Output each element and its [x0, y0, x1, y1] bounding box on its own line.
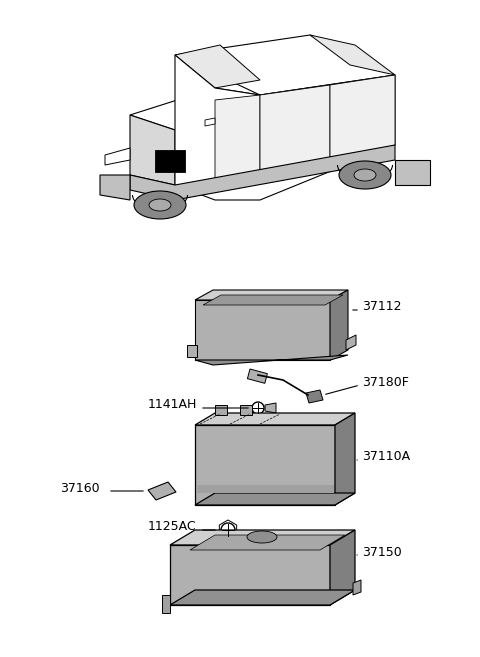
Text: 1125AC: 1125AC	[148, 520, 197, 533]
Polygon shape	[130, 145, 395, 200]
Polygon shape	[306, 390, 323, 403]
Polygon shape	[175, 55, 395, 200]
Polygon shape	[330, 290, 348, 360]
Text: 37110A: 37110A	[362, 451, 410, 463]
Polygon shape	[170, 590, 355, 605]
Text: 37112: 37112	[362, 300, 401, 313]
Polygon shape	[195, 355, 348, 365]
Polygon shape	[395, 160, 430, 185]
Polygon shape	[175, 45, 260, 88]
Polygon shape	[170, 545, 330, 605]
Ellipse shape	[134, 191, 186, 219]
Polygon shape	[195, 290, 348, 300]
Text: 1141AH: 1141AH	[148, 399, 197, 411]
Ellipse shape	[149, 199, 171, 211]
Circle shape	[221, 523, 235, 537]
Polygon shape	[170, 530, 355, 545]
Polygon shape	[203, 295, 343, 305]
Polygon shape	[195, 493, 355, 505]
Polygon shape	[346, 335, 356, 350]
Bar	[240, 405, 252, 415]
Polygon shape	[130, 88, 260, 130]
Polygon shape	[265, 403, 276, 413]
Polygon shape	[130, 115, 175, 185]
Polygon shape	[195, 425, 335, 505]
Polygon shape	[330, 530, 355, 605]
Ellipse shape	[354, 169, 376, 181]
Bar	[155, 150, 185, 172]
Ellipse shape	[339, 161, 391, 189]
Polygon shape	[260, 85, 330, 175]
Polygon shape	[195, 413, 355, 425]
Polygon shape	[148, 482, 176, 500]
Polygon shape	[195, 300, 330, 360]
Polygon shape	[353, 580, 361, 595]
Polygon shape	[190, 535, 345, 550]
Bar	[247, 369, 267, 383]
Bar	[187, 345, 197, 357]
Polygon shape	[162, 595, 170, 613]
Text: 37160: 37160	[60, 482, 100, 495]
Polygon shape	[175, 35, 395, 95]
Polygon shape	[105, 148, 130, 165]
Polygon shape	[330, 75, 395, 165]
Polygon shape	[335, 413, 355, 505]
Ellipse shape	[247, 531, 277, 543]
Polygon shape	[215, 95, 260, 180]
Polygon shape	[100, 175, 130, 200]
Circle shape	[252, 402, 264, 414]
Text: 37150: 37150	[362, 545, 402, 558]
Polygon shape	[205, 118, 215, 126]
Polygon shape	[310, 35, 395, 75]
Bar	[215, 405, 227, 415]
Text: 37180F: 37180F	[362, 376, 409, 388]
Bar	[196, 485, 334, 493]
